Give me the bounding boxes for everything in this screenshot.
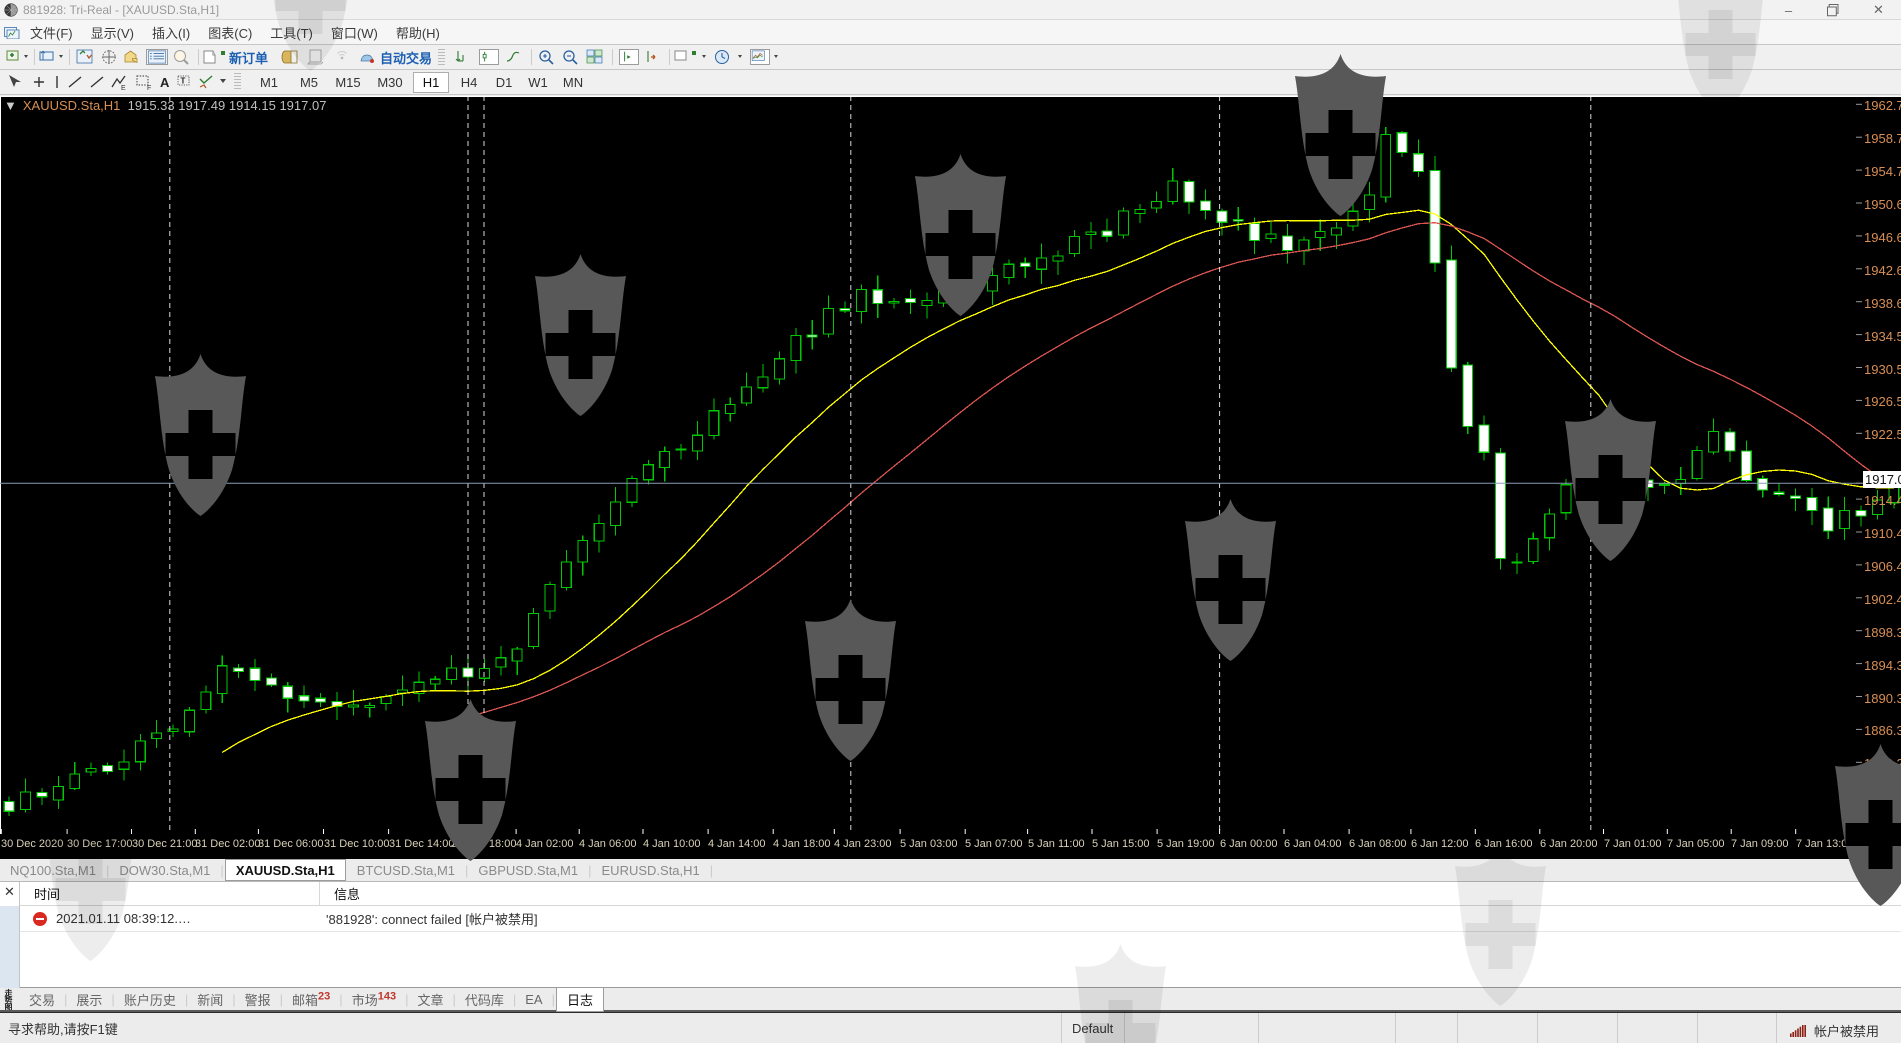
svg-text:E: E	[121, 85, 126, 91]
svg-text:T: T	[181, 77, 186, 86]
svg-text:A: A	[160, 75, 170, 90]
svg-text:图: 图	[5, 1003, 13, 1010]
svg-text:F: F	[147, 85, 151, 91]
